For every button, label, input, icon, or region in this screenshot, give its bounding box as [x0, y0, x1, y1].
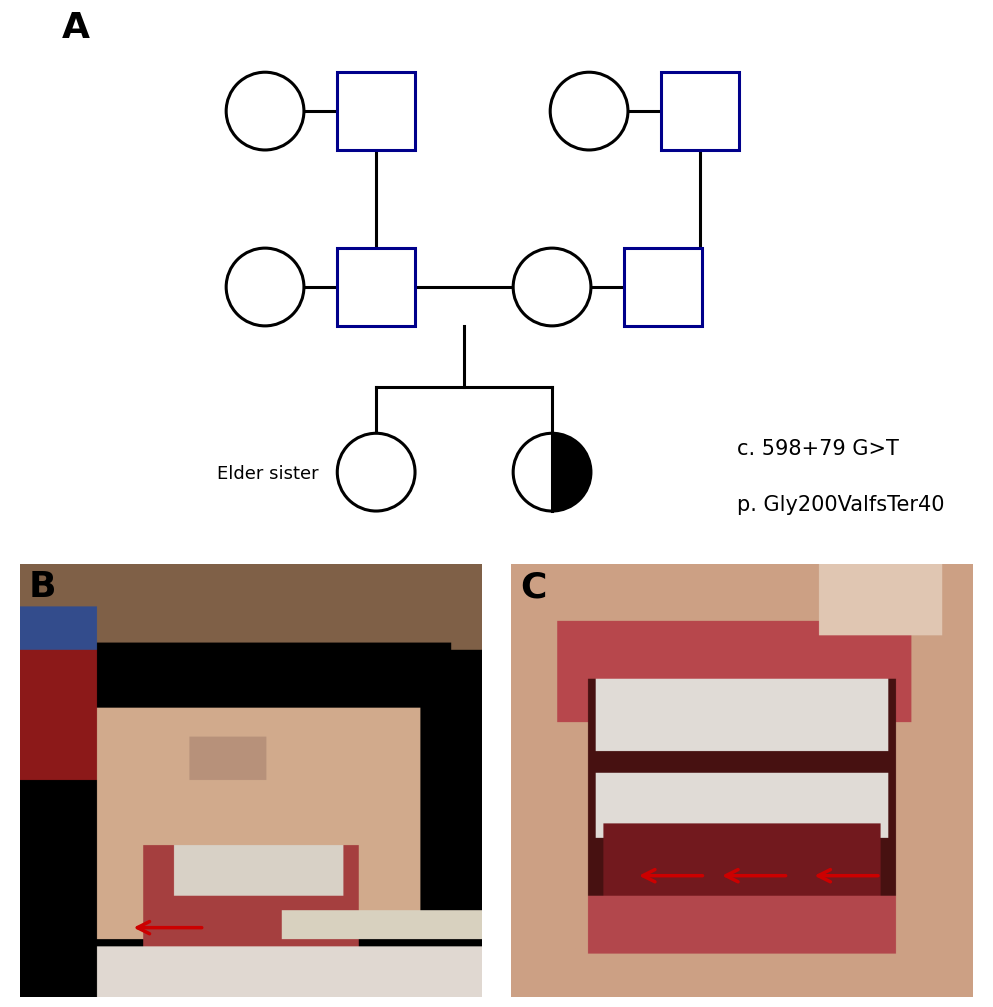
- Text: c. 598+79 G>T: c. 598+79 G>T: [737, 439, 899, 459]
- Bar: [338, 248, 415, 326]
- Bar: [625, 248, 702, 326]
- Bar: [661, 73, 739, 150]
- Bar: [338, 73, 415, 150]
- Text: p. Gly200ValfsTer40: p. Gly200ValfsTer40: [737, 494, 944, 515]
- Circle shape: [338, 433, 415, 511]
- Circle shape: [226, 248, 304, 326]
- Polygon shape: [552, 433, 591, 511]
- Text: B: B: [29, 570, 57, 604]
- Text: A: A: [62, 11, 89, 45]
- Text: C: C: [520, 570, 547, 604]
- Circle shape: [226, 73, 304, 150]
- Text: Elder sister: Elder sister: [217, 465, 319, 483]
- Circle shape: [550, 73, 628, 150]
- Polygon shape: [513, 433, 552, 511]
- Circle shape: [513, 248, 591, 326]
